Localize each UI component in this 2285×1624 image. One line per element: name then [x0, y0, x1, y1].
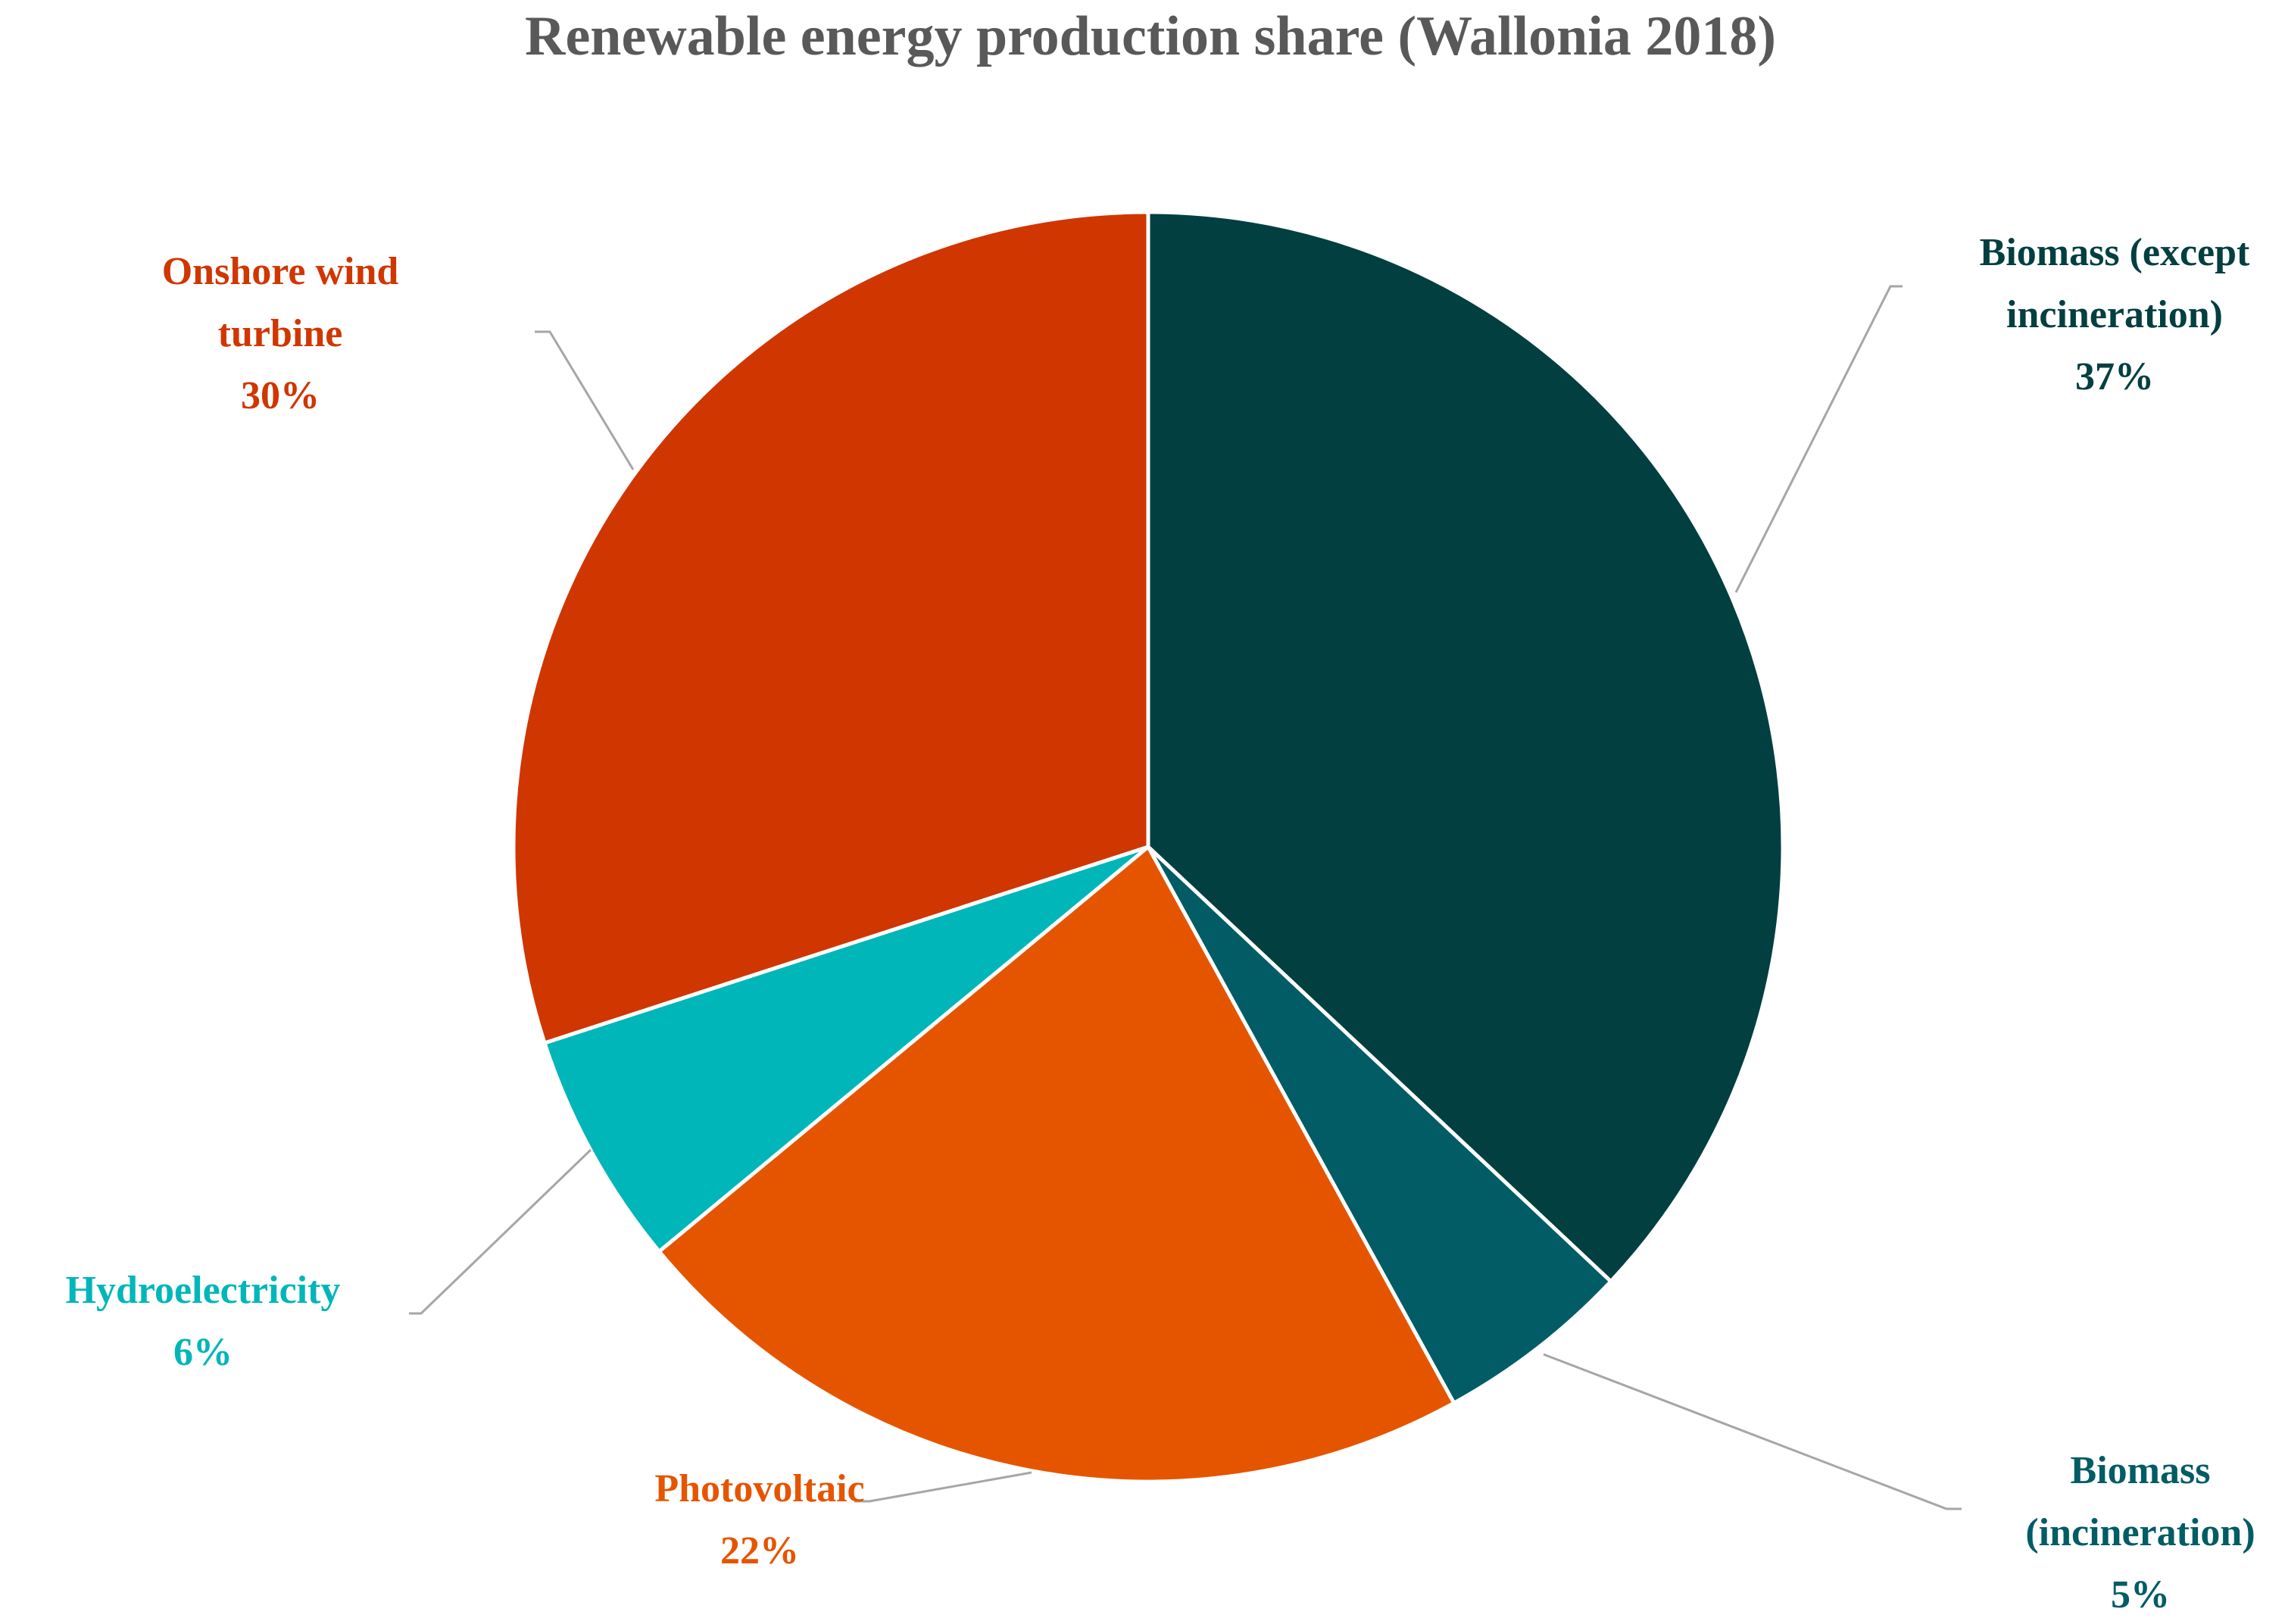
data-label-name-onshore-wind-turbine: turbine [218, 312, 343, 355]
slice-labels: Biomass (except incineration) 37% Biomass (i… [66, 231, 2255, 1616]
pie-slice-photovoltaic [657, 845, 1456, 1484]
pie-slice-hydroelectricity [542, 845, 1150, 1254]
leader-line-hydroelectricity [409, 1148, 592, 1315]
data-label-value-biomass-incineration: 5% [2111, 1573, 2170, 1616]
data-label-value-onshore-wind-turbine: 30% [241, 374, 320, 417]
leader-line-biomass-incineration [1543, 1353, 1962, 1510]
data-label-value-photovoltaic: 22% [720, 1529, 799, 1572]
pie-slice-biomass-except-incineration [1146, 210, 1785, 1284]
data-label-value-biomass-except-incineration: 37% [2075, 355, 2154, 398]
data-label-name-onshore-wind-turbine: Onshore wind [162, 250, 399, 293]
data-label-name-hydroelectricity: Hydroelectricity [66, 1269, 341, 1312]
data-label-name-photovoltaic: Photovoltaic [654, 1467, 864, 1510]
data-label-value-hydroelectricity: 6% [173, 1331, 233, 1374]
leader-line-biomass-except-incineration [1734, 285, 1903, 593]
data-label-name-biomass-except-incineration: incineration) [2006, 293, 2223, 336]
data-label-name-biomass-incineration: Biomass [2071, 1449, 2211, 1492]
pie-slice-biomass-incineration [1146, 845, 1613, 1405]
leader-line-photovoltaic [854, 1471, 1032, 1503]
leader-line-onshore-wind-turbine [535, 330, 635, 470]
pie-slices [511, 210, 1785, 1484]
data-label-name-biomass-except-incineration: Biomass (except [1980, 231, 2250, 274]
data-label-name-biomass-incineration: (incineration) [2025, 1511, 2255, 1554]
pie-slice-onshore-wind-turbine [511, 210, 1150, 1045]
chart-title: Renewable energy production share (Wallo… [525, 5, 1776, 67]
leader-lines [409, 285, 1962, 1510]
